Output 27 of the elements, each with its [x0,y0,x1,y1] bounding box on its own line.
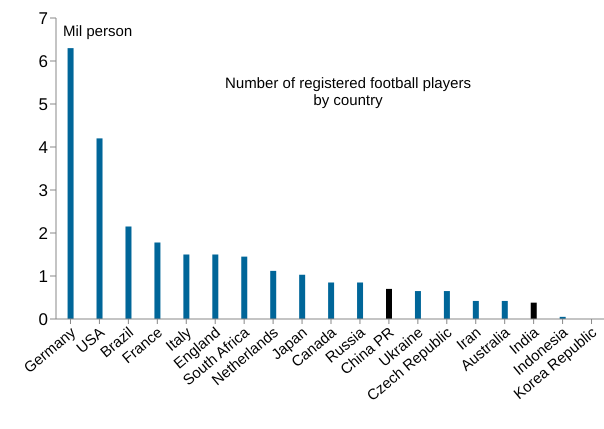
y-tick-label: 1 [38,267,48,286]
bar [328,282,334,319]
bar [241,256,248,319]
y-tick-label: 5 [38,95,48,114]
y-axis-title: Mil person [63,23,132,40]
y-tick-label: 7 [38,9,48,28]
text: Number of registered football players by country [224,75,472,109]
y-tick-label: 3 [38,181,48,200]
bar [96,138,103,319]
bar [444,291,450,319]
bar [299,274,306,319]
bar [68,48,74,319]
bar [357,282,364,319]
y-tick-label: 0 [38,310,48,330]
bar [472,300,479,319]
y-tick-label: 2 [38,224,48,244]
bar [270,270,276,319]
bar [414,291,421,319]
bar [530,302,537,319]
y-tick-label: 6 [38,52,48,72]
bar [125,226,132,319]
bar [183,254,190,319]
bar [386,288,392,319]
bar [212,254,218,319]
y-tick-label: 4 [38,138,48,158]
bar [154,242,160,319]
bar [502,300,508,319]
